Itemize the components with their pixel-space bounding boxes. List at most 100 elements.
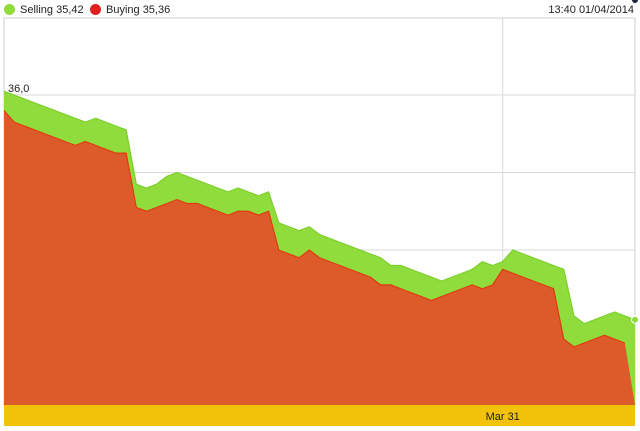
buying-point[interactable] [277,248,281,252]
legend-item-buying[interactable]: Buying 35,36 [90,3,170,17]
buying-point[interactable] [63,140,67,144]
selling-point[interactable] [94,116,98,120]
buying-point[interactable] [368,275,372,279]
buying-point[interactable] [114,151,118,155]
buying-point[interactable] [450,291,454,295]
selling-point[interactable] [429,275,433,279]
buying-point[interactable] [541,283,545,287]
buying-point[interactable] [623,341,627,345]
selling-point[interactable] [63,112,67,116]
selling-point[interactable] [216,186,220,190]
selling-point[interactable] [409,267,413,271]
selling-point[interactable] [328,236,332,240]
buying-point[interactable] [602,333,606,337]
selling-point[interactable] [236,186,240,190]
selling-point[interactable] [582,322,586,326]
selling-point[interactable] [572,314,576,318]
selling-point[interactable] [338,240,342,244]
selling-point[interactable] [592,318,596,322]
selling-point[interactable] [165,174,169,178]
buying-point[interactable] [379,283,383,287]
buying-point[interactable] [399,287,403,291]
selling-point[interactable] [277,221,281,225]
selling-point[interactable] [348,244,352,248]
buying-point[interactable] [22,124,26,128]
selling-point[interactable] [124,128,128,132]
selling-point[interactable] [389,264,393,268]
buying-point[interactable] [195,202,199,206]
buying-point[interactable] [53,136,57,140]
selling-point[interactable] [419,271,423,275]
selling-point[interactable] [267,190,271,194]
selling-point[interactable] [195,178,199,182]
buying-point[interactable] [419,295,423,299]
selling-point[interactable] [226,190,230,194]
buying-point[interactable] [348,267,352,271]
selling-point[interactable] [43,105,47,109]
selling-point[interactable] [460,271,464,275]
selling-point[interactable] [73,116,77,120]
buying-point[interactable] [155,205,159,209]
selling-point[interactable] [368,252,372,256]
buying-point[interactable] [206,205,210,209]
buying-point[interactable] [185,202,189,206]
selling-point[interactable] [2,89,6,93]
buying-point[interactable] [592,337,596,341]
selling-point[interactable] [33,101,37,105]
selling-point[interactable] [531,256,535,260]
selling-point[interactable] [623,314,627,318]
buying-point[interactable] [12,120,16,124]
selling-point[interactable] [521,252,525,256]
selling-point[interactable] [318,233,322,237]
buying-point[interactable] [460,287,464,291]
buying-point[interactable] [491,283,495,287]
selling-point[interactable] [114,124,118,128]
buying-point[interactable] [613,337,617,341]
buying-point[interactable] [73,143,77,147]
buying-point[interactable] [480,287,484,291]
selling-point[interactable] [552,264,556,268]
selling-point[interactable] [399,264,403,268]
buying-point[interactable] [287,252,291,256]
selling-point[interactable] [307,225,311,229]
buying-point[interactable] [531,279,535,283]
selling-point[interactable] [144,186,148,190]
buying-point[interactable] [267,209,271,213]
buying-point[interactable] [33,128,37,132]
buying-point[interactable] [582,341,586,345]
selling-point[interactable] [541,260,545,264]
buying-point[interactable] [94,143,98,147]
selling-point[interactable] [155,182,159,186]
buying-point[interactable] [501,267,505,271]
buying-point[interactable] [521,275,525,279]
selling-point[interactable] [491,264,495,268]
selling-point[interactable] [287,225,291,229]
selling-point[interactable] [470,267,474,271]
buying-point[interactable] [338,264,342,268]
selling-point[interactable] [480,260,484,264]
buying-point[interactable] [429,298,433,302]
selling-point[interactable] [22,97,26,101]
selling-point[interactable] [297,229,301,233]
buying-point[interactable] [256,213,260,217]
buying-point[interactable] [470,283,474,287]
buying-point[interactable] [297,256,301,260]
buying-point[interactable] [389,283,393,287]
selling-point[interactable] [562,267,566,271]
buying-point[interactable] [511,271,515,275]
selling-point[interactable] [511,248,515,252]
buying-point[interactable] [226,213,230,217]
buying-point[interactable] [552,287,556,291]
selling-point[interactable] [246,190,250,194]
buying-point[interactable] [236,209,240,213]
selling-point[interactable] [613,310,617,314]
selling-point[interactable] [185,174,189,178]
buying-point[interactable] [144,209,148,213]
selling-point[interactable] [134,182,138,186]
selling-point[interactable] [358,248,362,252]
buying-point[interactable] [43,132,47,136]
buying-point[interactable] [2,109,6,113]
selling-point[interactable] [83,120,87,124]
selling-point[interactable] [53,109,57,113]
